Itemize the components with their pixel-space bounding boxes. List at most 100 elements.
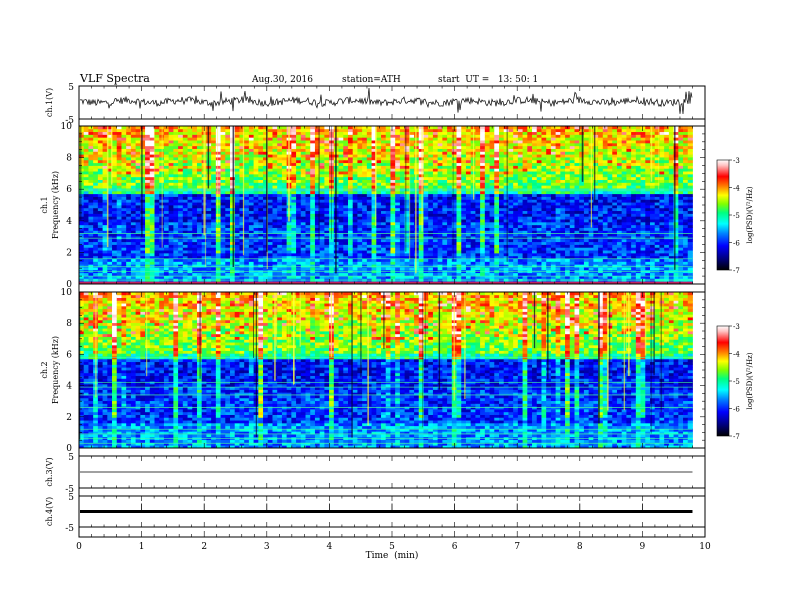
spectrogram-cell: [216, 236, 221, 239]
spectrogram-cell: [367, 180, 372, 183]
spectrogram-cell: [244, 134, 249, 137]
spectrogram-cell: [475, 225, 480, 228]
spectrogram-cell: [339, 154, 344, 157]
spectrogram-cell: [357, 146, 362, 149]
spectrogram-cell: [306, 242, 311, 245]
spectrogram-cell: [367, 160, 372, 163]
spectrogram-cell: [211, 247, 216, 250]
spectrogram-cell: [249, 199, 254, 202]
spectrogram-cell: [145, 157, 150, 160]
spectrogram-cell: [339, 222, 344, 225]
spectrogram-cell: [447, 191, 452, 194]
spectrogram-cell: [357, 134, 362, 137]
spectrogram-cell: [447, 132, 452, 135]
spectrogram-cell: [348, 261, 353, 264]
spectrogram-cell: [433, 154, 438, 157]
spectrogram-cell: [221, 140, 226, 143]
spectrogram-cell: [291, 134, 296, 137]
spectrogram-cell: [353, 154, 358, 157]
spectrogram-cell: [291, 185, 296, 188]
spectrogram-cell: [372, 228, 377, 231]
spectrogram-cell: [386, 267, 391, 270]
spectrogram-cell: [225, 137, 230, 140]
spectrogram-cell: [433, 197, 438, 200]
spectrogram-cell: [480, 191, 485, 194]
spectrogram-cell: [291, 154, 296, 157]
spectrogram-cell: [277, 236, 282, 239]
spectrogram-cell: [485, 208, 490, 211]
spectrogram-cell: [390, 154, 395, 157]
spectrogram-cell: [107, 267, 112, 270]
spectrogram-cell: [98, 194, 103, 197]
spectrogram-cell: [485, 174, 490, 177]
spectrogram-cell: [438, 219, 443, 222]
spectrogram-cell: [357, 202, 362, 205]
spectrogram-cell: [376, 163, 381, 166]
spectrogram-cell: [169, 247, 174, 250]
spectrogram-cell: [306, 267, 311, 270]
spectrogram-cell: [197, 129, 202, 132]
spectrogram-cell: [480, 213, 485, 216]
spectrogram-cell: [121, 143, 126, 146]
spectrogram-cell: [121, 236, 126, 239]
spectrogram-cell: [136, 239, 141, 242]
spectrogram-cell: [475, 261, 480, 264]
spectrogram-cell: [442, 140, 447, 143]
spectrogram-cell: [480, 151, 485, 154]
spectrogram-cell: [221, 213, 226, 216]
spectrogram-cell: [117, 185, 122, 188]
spectrogram-cell: [343, 157, 348, 160]
spectrogram-cell: [258, 197, 263, 200]
spectrogram-cell: [452, 211, 457, 214]
spectrogram-cell: [339, 177, 344, 180]
spectrogram-cell: [339, 140, 344, 143]
spectrogram-cell: [428, 242, 433, 245]
spectrogram-cell: [164, 202, 169, 205]
spectrogram-cell: [447, 242, 452, 245]
spectrogram-cell: [296, 225, 301, 228]
spectrogram-cell: [461, 253, 466, 256]
spectrogram-cell: [188, 205, 193, 208]
spectrogram-cell: [381, 174, 386, 177]
spectrogram-cell: [310, 132, 315, 135]
spectrogram-cell: [400, 143, 405, 146]
spectrogram-cell: [339, 245, 344, 248]
spectrogram-cell: [192, 247, 197, 250]
spectrogram-cell: [93, 146, 98, 149]
spectrogram-cell: [320, 191, 325, 194]
spectrogram-cell: [442, 163, 447, 166]
spectrogram-cell: [428, 137, 433, 140]
spectrogram-cell: [419, 151, 424, 154]
spectrogram-cell: [461, 171, 466, 174]
spectrogram-cell: [254, 174, 259, 177]
spectrogram-cell: [442, 253, 447, 256]
spectrogram-cell: [324, 261, 329, 264]
spectrogram-cell: [461, 219, 466, 222]
spectrogram-cell: [386, 182, 391, 185]
spectrogram-cell: [485, 216, 490, 219]
spectrogram-cell: [282, 225, 287, 228]
spectrogram-cell: [169, 174, 174, 177]
spectrogram-cell: [188, 247, 193, 250]
spectrogram-cell: [131, 236, 136, 239]
spectrogram-cell: [268, 191, 273, 194]
spectrogram-cell: [433, 129, 438, 132]
spectrogram-cell: [386, 174, 391, 177]
spectrogram-cell: [112, 213, 117, 216]
spectrogram-cell: [320, 154, 325, 157]
spectrogram-cell: [88, 132, 93, 135]
spectrogram-cell: [164, 197, 169, 200]
spectrogram-cell: [258, 211, 263, 214]
spectrogram-cell: [155, 253, 160, 256]
spectrogram-cell: [126, 134, 131, 137]
spectrogram-cell: [79, 239, 84, 242]
spectrogram-cell: [405, 267, 410, 270]
spectrogram-cell: [343, 140, 348, 143]
spectrogram-cell: [466, 202, 471, 205]
spectrogram-cell: [126, 245, 131, 248]
spectrogram-cell: [287, 225, 292, 228]
spectrogram-cell: [258, 168, 263, 171]
spectrogram-cell: [485, 180, 490, 183]
spectrogram-cell: [192, 245, 197, 248]
spectrogram-cell: [145, 245, 150, 248]
